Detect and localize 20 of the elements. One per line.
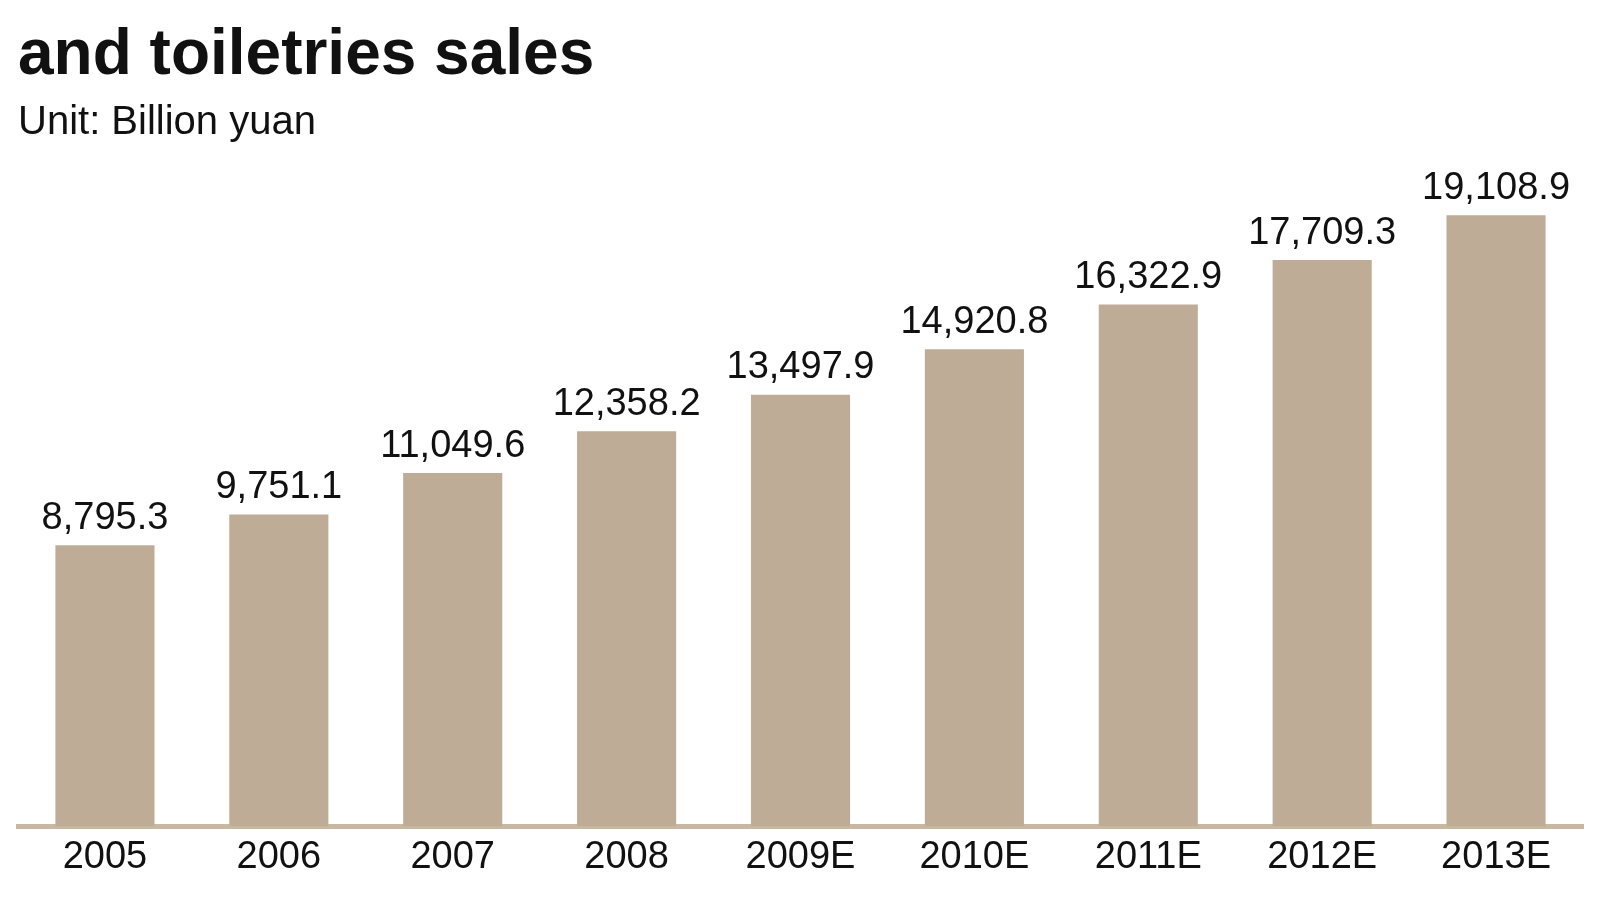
data-label: 19,108.9	[1422, 164, 1571, 207]
data-label: 8,795.3	[41, 494, 169, 537]
data-label: 17,709.3	[1248, 209, 1397, 252]
x-tick-label: 2013E	[1441, 833, 1551, 876]
data-label: 14,920.8	[900, 298, 1049, 341]
chart-subtitle: Unit: Billion yuan	[18, 97, 316, 142]
x-tick-label: 2012E	[1267, 833, 1378, 876]
x-tick-label: 2009E	[745, 833, 856, 876]
data-label: 11,049.6	[380, 422, 526, 465]
x-tick-label: 2007	[410, 833, 495, 876]
x-tick-label: 2006	[236, 833, 322, 876]
data-label: 16,322.9	[1074, 253, 1223, 296]
data-label: 12,358.2	[552, 380, 701, 423]
x-tick-label: 2010E	[919, 833, 1030, 876]
x-tick-label: 2005	[62, 833, 148, 876]
chart-title: and toiletries sales	[18, 16, 595, 89]
x-tick-label: 2011E	[1094, 833, 1202, 876]
data-label: 9,751.1	[215, 464, 343, 507]
x-tick-label: 2008	[584, 833, 669, 876]
data-label: 13,497.9	[726, 344, 875, 387]
